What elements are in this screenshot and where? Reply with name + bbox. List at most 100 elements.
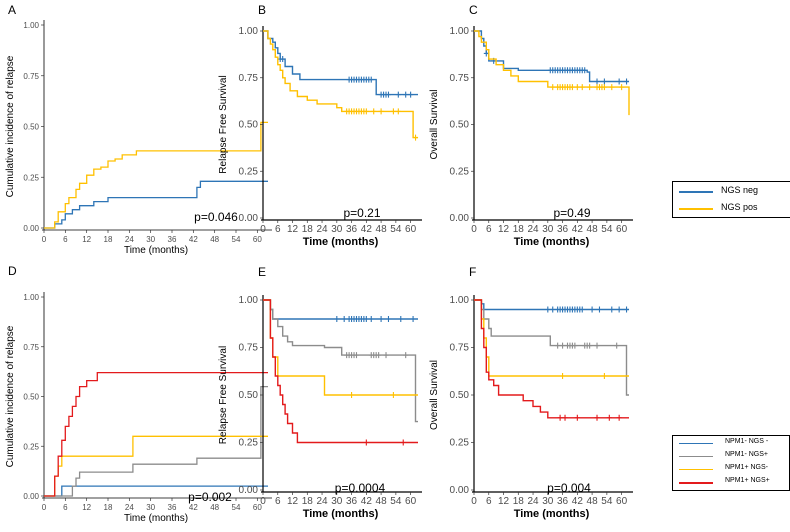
censor-mark <box>601 78 607 85</box>
censor-mark <box>579 84 585 91</box>
y-tick-label: 0.00 <box>239 485 259 496</box>
censor-mark <box>545 306 551 313</box>
p-value: p=0.046 <box>194 210 238 224</box>
y-tick-label: 0.50 <box>239 120 259 131</box>
x-tick-label: 54 <box>390 496 402 507</box>
y-tick-label: 1.00 <box>23 293 39 302</box>
x-tick-label: 42 <box>572 224 584 235</box>
censor-mark <box>385 91 391 98</box>
censor-mark <box>601 373 607 379</box>
x-tick-label: 12 <box>498 224 510 235</box>
x-axis-label: Time (months) <box>303 508 379 520</box>
censor-mark <box>569 84 575 91</box>
censor-mark <box>594 342 600 349</box>
y-tick-label: 0.25 <box>450 438 470 449</box>
legend-swatch <box>679 482 713 484</box>
censor-mark <box>596 306 602 313</box>
censor-mark <box>378 316 384 322</box>
x-tick-label: 0 <box>471 496 477 507</box>
x-tick-label: 42 <box>572 496 584 507</box>
x-axis-label: Time (months) <box>514 508 590 520</box>
y-tick-label: 1.00 <box>239 26 259 37</box>
x-tick-label: 0 <box>42 235 47 244</box>
panel-f: 0.00 0.25 0.50 0.75 1.00 0 6 12 18 24 30 36 42 48 54 60… <box>429 265 633 520</box>
y-axis-label: Overall Survival <box>429 360 440 430</box>
censor-mark <box>353 352 359 359</box>
x-tick-label: 54 <box>232 503 241 512</box>
legend-label: NPM1- NGS+ <box>725 451 768 458</box>
x-tick-label: 42 <box>189 503 198 512</box>
x-tick-label: 48 <box>587 496 599 507</box>
x-tick-label: 36 <box>557 496 569 507</box>
x-tick-label: 30 <box>146 235 155 244</box>
x-tick-label: 24 <box>316 496 328 507</box>
series-line <box>44 121 268 229</box>
panel-letter: E <box>258 265 266 279</box>
censor-mark <box>341 316 347 322</box>
panel-b: 0.000.250.500.751.000 6 12 18 24 30 36 42 48 54 60… <box>218 3 422 248</box>
x-tick-label: 24 <box>527 496 539 507</box>
legend-item-npm1neg-ngspos: NPM1- NGS+ <box>673 450 789 464</box>
x-tick-label: 30 <box>331 224 343 235</box>
series-line <box>263 299 418 320</box>
censor-mark <box>408 91 414 98</box>
x-tick-label: 0 <box>260 496 266 507</box>
censor-mark <box>550 84 556 91</box>
legend-item-npm1pos-ngsneg: NPM1+ NGS- <box>673 463 789 477</box>
x-tick-label: 6 <box>486 224 492 235</box>
x-tick-label: 60 <box>616 224 628 235</box>
censor-mark <box>601 84 607 91</box>
x-tick-label: 12 <box>287 496 299 507</box>
x-tick-label: 12 <box>498 496 510 507</box>
y-tick-label: 0.50 <box>23 123 39 132</box>
censor-mark <box>410 316 416 322</box>
series-line <box>474 299 629 419</box>
y-axis-label: Relapse Free Survival <box>218 346 229 444</box>
censor-mark <box>550 306 556 313</box>
x-tick-label: 60 <box>405 224 417 235</box>
series-line <box>44 371 268 497</box>
x-axis-label: Time (months) <box>124 513 188 524</box>
censor-mark <box>280 56 286 63</box>
censor-mark <box>572 342 578 349</box>
censor-mark <box>368 76 374 83</box>
censor-mark <box>483 50 489 57</box>
x-tick-label: 48 <box>376 496 388 507</box>
x-tick-label: 48 <box>210 235 219 244</box>
x-tick-label: 42 <box>361 496 373 507</box>
censor-mark <box>371 108 377 115</box>
censor-mark <box>403 352 409 359</box>
x-tick-label: 18 <box>513 224 525 235</box>
x-tick-label: 54 <box>601 224 613 235</box>
y-tick-label: 0.75 <box>239 343 259 354</box>
censor-mark <box>582 67 588 74</box>
panel-letter: B <box>258 3 266 17</box>
censor-mark <box>624 78 630 85</box>
y-tick-label: 0.25 <box>23 173 39 182</box>
series-line <box>44 435 268 497</box>
x-tick-label: 48 <box>587 224 599 235</box>
censor-mark <box>616 78 622 85</box>
p-value: p=0.21 <box>343 206 380 220</box>
x-tick-label: 18 <box>104 503 113 512</box>
panel-letter: A <box>8 3 16 17</box>
legend-label: NPM1+ NGS- <box>725 464 768 471</box>
x-tick-label: 48 <box>376 224 388 235</box>
censor-mark <box>378 108 384 115</box>
legend-swatch <box>679 208 713 210</box>
y-tick-label: 0.00 <box>450 213 470 224</box>
x-tick-label: 60 <box>405 496 417 507</box>
series-line <box>474 299 629 396</box>
censor-mark <box>616 306 622 313</box>
series-line <box>44 485 268 497</box>
legend-item-ngs-pos: NGS pos <box>673 201 790 215</box>
x-tick-label: 12 <box>287 224 299 235</box>
y-tick-label: 0.25 <box>239 166 259 177</box>
censor-mark <box>616 414 622 421</box>
y-tick-label: 1.00 <box>450 295 470 306</box>
x-tick-label: 30 <box>331 496 343 507</box>
censor-mark <box>594 78 600 85</box>
y-tick-label: 0.75 <box>450 343 470 354</box>
x-tick-label: 60 <box>616 496 628 507</box>
x-tick-label: 30 <box>542 496 554 507</box>
